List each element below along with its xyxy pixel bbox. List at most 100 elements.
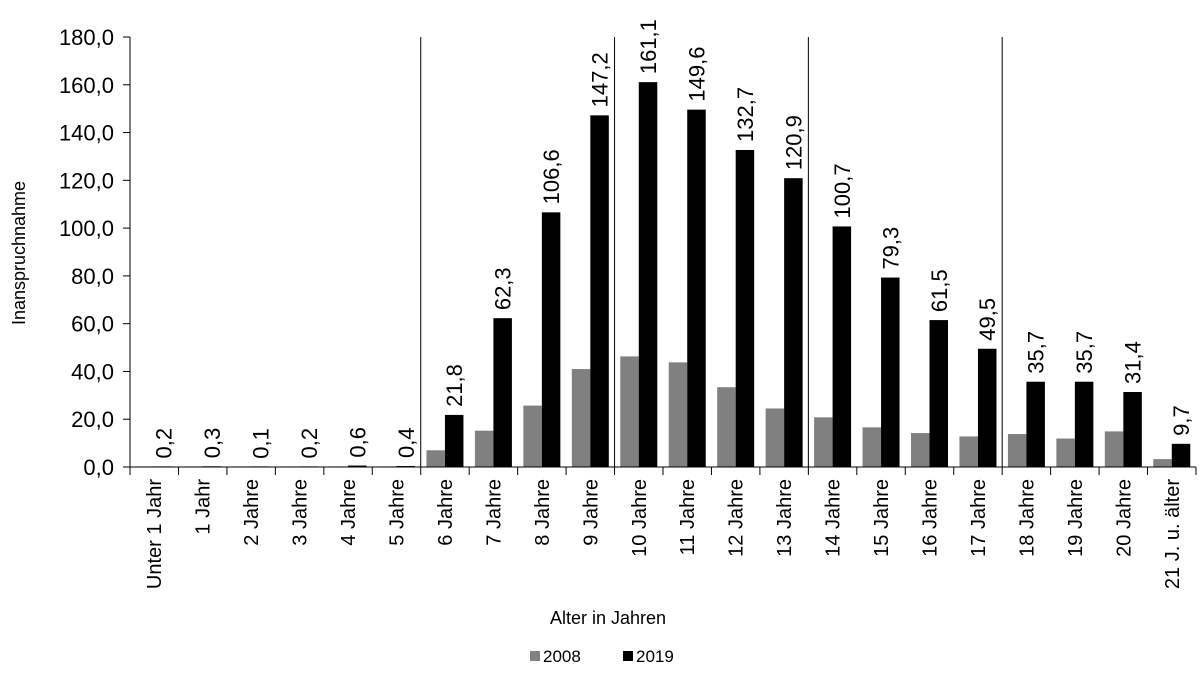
bar-2019-17 — [977, 348, 997, 467]
x-tick-label: 20 Jahre — [1113, 479, 1135, 557]
axes — [123, 36, 1197, 475]
data-label-2019: 0,6 — [345, 427, 370, 458]
bar-2019-16 — [929, 320, 948, 467]
data-label-2019: 79,3 — [878, 227, 903, 270]
bar-2019-20 — [1123, 391, 1142, 467]
x-tick-label: 18 Jahre — [1016, 479, 1038, 557]
bar-2008-7 — [474, 430, 494, 467]
x-tick-label: 1 Jahr — [193, 479, 215, 535]
data-label-2019: 147,2 — [588, 52, 613, 107]
legend-swatch-2019 — [623, 651, 633, 661]
x-tick-label: 17 Jahre — [968, 479, 990, 557]
data-label-2019: 120,9 — [781, 115, 806, 170]
x-tick-label: 15 Jahre — [871, 479, 893, 557]
y-tick-label: 80,0 — [71, 264, 114, 289]
group-separators — [420, 37, 1003, 467]
bar-2008-12 — [717, 387, 736, 467]
data-labels: 0,2 0,3 0,1 0,2 0,6 0,4 21,8 62,3 106,6 147,2 161,… — [151, 19, 1194, 459]
x-tick-label: 8 Jahre — [532, 479, 554, 546]
bar-2019-19 — [1074, 381, 1094, 467]
y-tick-label: 60,0 — [71, 312, 114, 337]
bar-2019-11 — [687, 109, 706, 467]
legend: 2008 2019 — [530, 647, 674, 666]
data-label-2019: 35,7 — [1024, 331, 1049, 374]
bar-2008-14 — [814, 417, 833, 467]
data-label-2019: 0,4 — [394, 427, 419, 458]
bar-2019-6 — [444, 414, 464, 467]
x-tick-label: 5 Jahre — [387, 479, 409, 546]
bar-2008-8 — [523, 405, 542, 467]
bar-2019-14 — [832, 226, 852, 467]
bar-2008-9 — [571, 369, 591, 467]
x-tick-label: 12 Jahre — [726, 479, 748, 557]
x-tick-label: 19 Jahre — [1065, 479, 1087, 557]
x-tick-label: 13 Jahre — [774, 479, 796, 557]
data-label-2019: 100,7 — [830, 163, 855, 218]
bar-2008-18 — [1007, 434, 1027, 467]
bar-2008-13 — [765, 408, 785, 467]
x-tick-label: 16 Jahre — [920, 479, 942, 557]
bar-2019-4 — [348, 465, 367, 467]
x-tick-label: 6 Jahre — [435, 479, 457, 546]
legend-label-2019: 2019 — [636, 647, 674, 666]
y-tick-label: 100,0 — [59, 216, 114, 241]
x-tick-label: 21 J. u. älter — [1162, 479, 1184, 589]
data-label-2019: 35,7 — [1072, 331, 1097, 374]
data-label-2019: 0,1 — [248, 428, 273, 459]
data-label-2019: 161,1 — [636, 19, 661, 74]
x-tick-label: 4 Jahre — [338, 479, 360, 546]
data-label-2019: 0,2 — [151, 428, 176, 459]
bar-2019-18 — [1026, 381, 1045, 467]
data-label-2019: 49,5 — [975, 298, 1000, 341]
bar-2008-20 — [1104, 431, 1124, 467]
y-tick-label: 160,0 — [59, 73, 114, 98]
x-tick-label: 10 Jahre — [629, 479, 651, 557]
bar-2019-9 — [590, 115, 609, 467]
bar-2019-12 — [735, 149, 755, 467]
bar-2008-10 — [620, 356, 639, 467]
data-label-2019: 61,5 — [927, 269, 952, 312]
y-tick-label: 40,0 — [71, 359, 114, 384]
bar-2008-19 — [1056, 438, 1075, 467]
x-axis-label: Alter in Jahren — [550, 608, 666, 628]
bar-2008-17 — [959, 436, 978, 467]
x-tick-label: 7 Jahre — [483, 479, 505, 546]
bar-2008-11 — [668, 362, 688, 467]
bar-2008-16 — [911, 433, 930, 467]
data-label-2019: 9,7 — [1169, 405, 1194, 436]
legend-swatch-2008 — [530, 651, 540, 661]
y-tick-label: 0,0 — [83, 455, 114, 480]
data-label-2019: 149,6 — [684, 47, 709, 102]
data-label-2019: 21,8 — [442, 364, 467, 407]
data-label-2019: 106,6 — [539, 149, 564, 204]
bar-2019-15 — [881, 277, 900, 467]
x-tick-label: 14 Jahre — [823, 479, 845, 557]
y-tick-labels: 0,0 20,0 40,0 60,0 80,0 100,0 120,0 140,0 160,0 1… — [59, 25, 114, 480]
bar-2008-15 — [862, 427, 882, 467]
data-label-2019: 132,7 — [733, 87, 758, 142]
data-label-2019: 0,3 — [200, 428, 225, 459]
data-label-2019: 0,2 — [297, 428, 322, 459]
bar-2019-8 — [541, 212, 561, 467]
bar-2019-21 — [1171, 443, 1191, 467]
y-tick-label: 180,0 — [59, 25, 114, 50]
y-axis-label: Inanspruchnahme — [9, 181, 29, 325]
y-tick-label: 20,0 — [71, 407, 114, 432]
x-tick-labels: Unter 1 Jahr 1 Jahr 2 Jahre 3 Jahre 4 Jahre 5… — [144, 479, 1184, 589]
bars — [135, 82, 1191, 468]
x-tick-label: 11 Jahre — [677, 479, 699, 555]
bar-2019-13 — [784, 178, 803, 467]
x-tick-label: Unter 1 Jahr — [144, 479, 166, 589]
bar-2019-7 — [493, 318, 512, 467]
data-label-2019: 62,3 — [491, 267, 516, 310]
y-tick-label: 140,0 — [59, 121, 114, 146]
y-tick-label: 120,0 — [59, 168, 114, 193]
bar-2008-21 — [1153, 459, 1172, 467]
legend-label-2008: 2008 — [543, 647, 581, 666]
bar-2008-6 — [426, 450, 445, 467]
bar-2019-10 — [638, 82, 658, 468]
x-tick-label: 2 Jahre — [241, 479, 263, 546]
data-label-2019: 31,4 — [1121, 341, 1146, 384]
